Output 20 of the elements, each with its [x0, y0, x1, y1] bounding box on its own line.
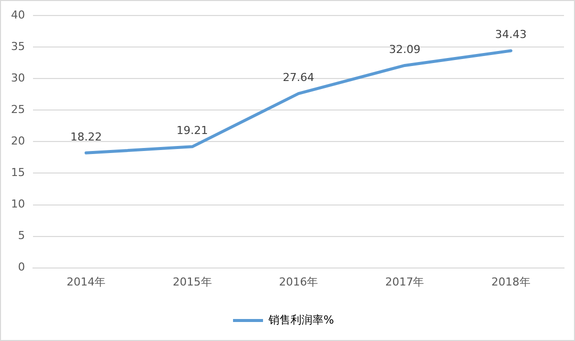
y-tick-label: 0	[18, 260, 25, 274]
data-label: 18.22	[70, 130, 102, 144]
x-tick-label: 2015年	[172, 275, 212, 288]
y-tick-label: 30	[10, 72, 25, 85]
y-tick-label: 5	[18, 229, 25, 242]
x-tick-label: 2018年	[491, 275, 530, 288]
x-tick-label: 2017年	[385, 275, 424, 288]
data-label: 27.64	[282, 70, 314, 84]
data-label: 34.43	[495, 28, 527, 42]
x-tick-label: 2014年	[66, 275, 106, 288]
data-label: 32.09	[388, 42, 420, 56]
data-label: 19.21	[176, 124, 208, 138]
y-tick-label: 25	[10, 103, 25, 116]
y-tick-label: 35	[10, 40, 25, 53]
y-tick-label: 10	[10, 198, 25, 211]
y-tick-label: 40	[10, 8, 25, 22]
y-tick-label: 15	[10, 166, 25, 180]
y-tick-label: 20	[10, 134, 25, 148]
legend-label: 销售利润率%	[268, 313, 334, 326]
x-tick-label: 2016年	[279, 275, 318, 288]
